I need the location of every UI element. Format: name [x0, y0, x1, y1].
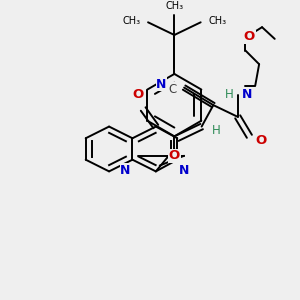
Text: N: N [120, 164, 130, 177]
Text: H: H [225, 88, 234, 100]
Text: O: O [133, 88, 144, 101]
Text: C: C [168, 83, 176, 96]
Text: CH₃: CH₃ [208, 16, 226, 26]
Text: CH₃: CH₃ [122, 16, 140, 26]
Text: N: N [242, 88, 252, 100]
Text: O: O [169, 149, 180, 162]
Text: N: N [179, 164, 190, 177]
Text: N: N [156, 78, 167, 91]
Text: H: H [212, 124, 220, 137]
Text: O: O [244, 30, 255, 44]
Text: O: O [255, 134, 266, 147]
Text: CH₃: CH₃ [165, 1, 183, 10]
